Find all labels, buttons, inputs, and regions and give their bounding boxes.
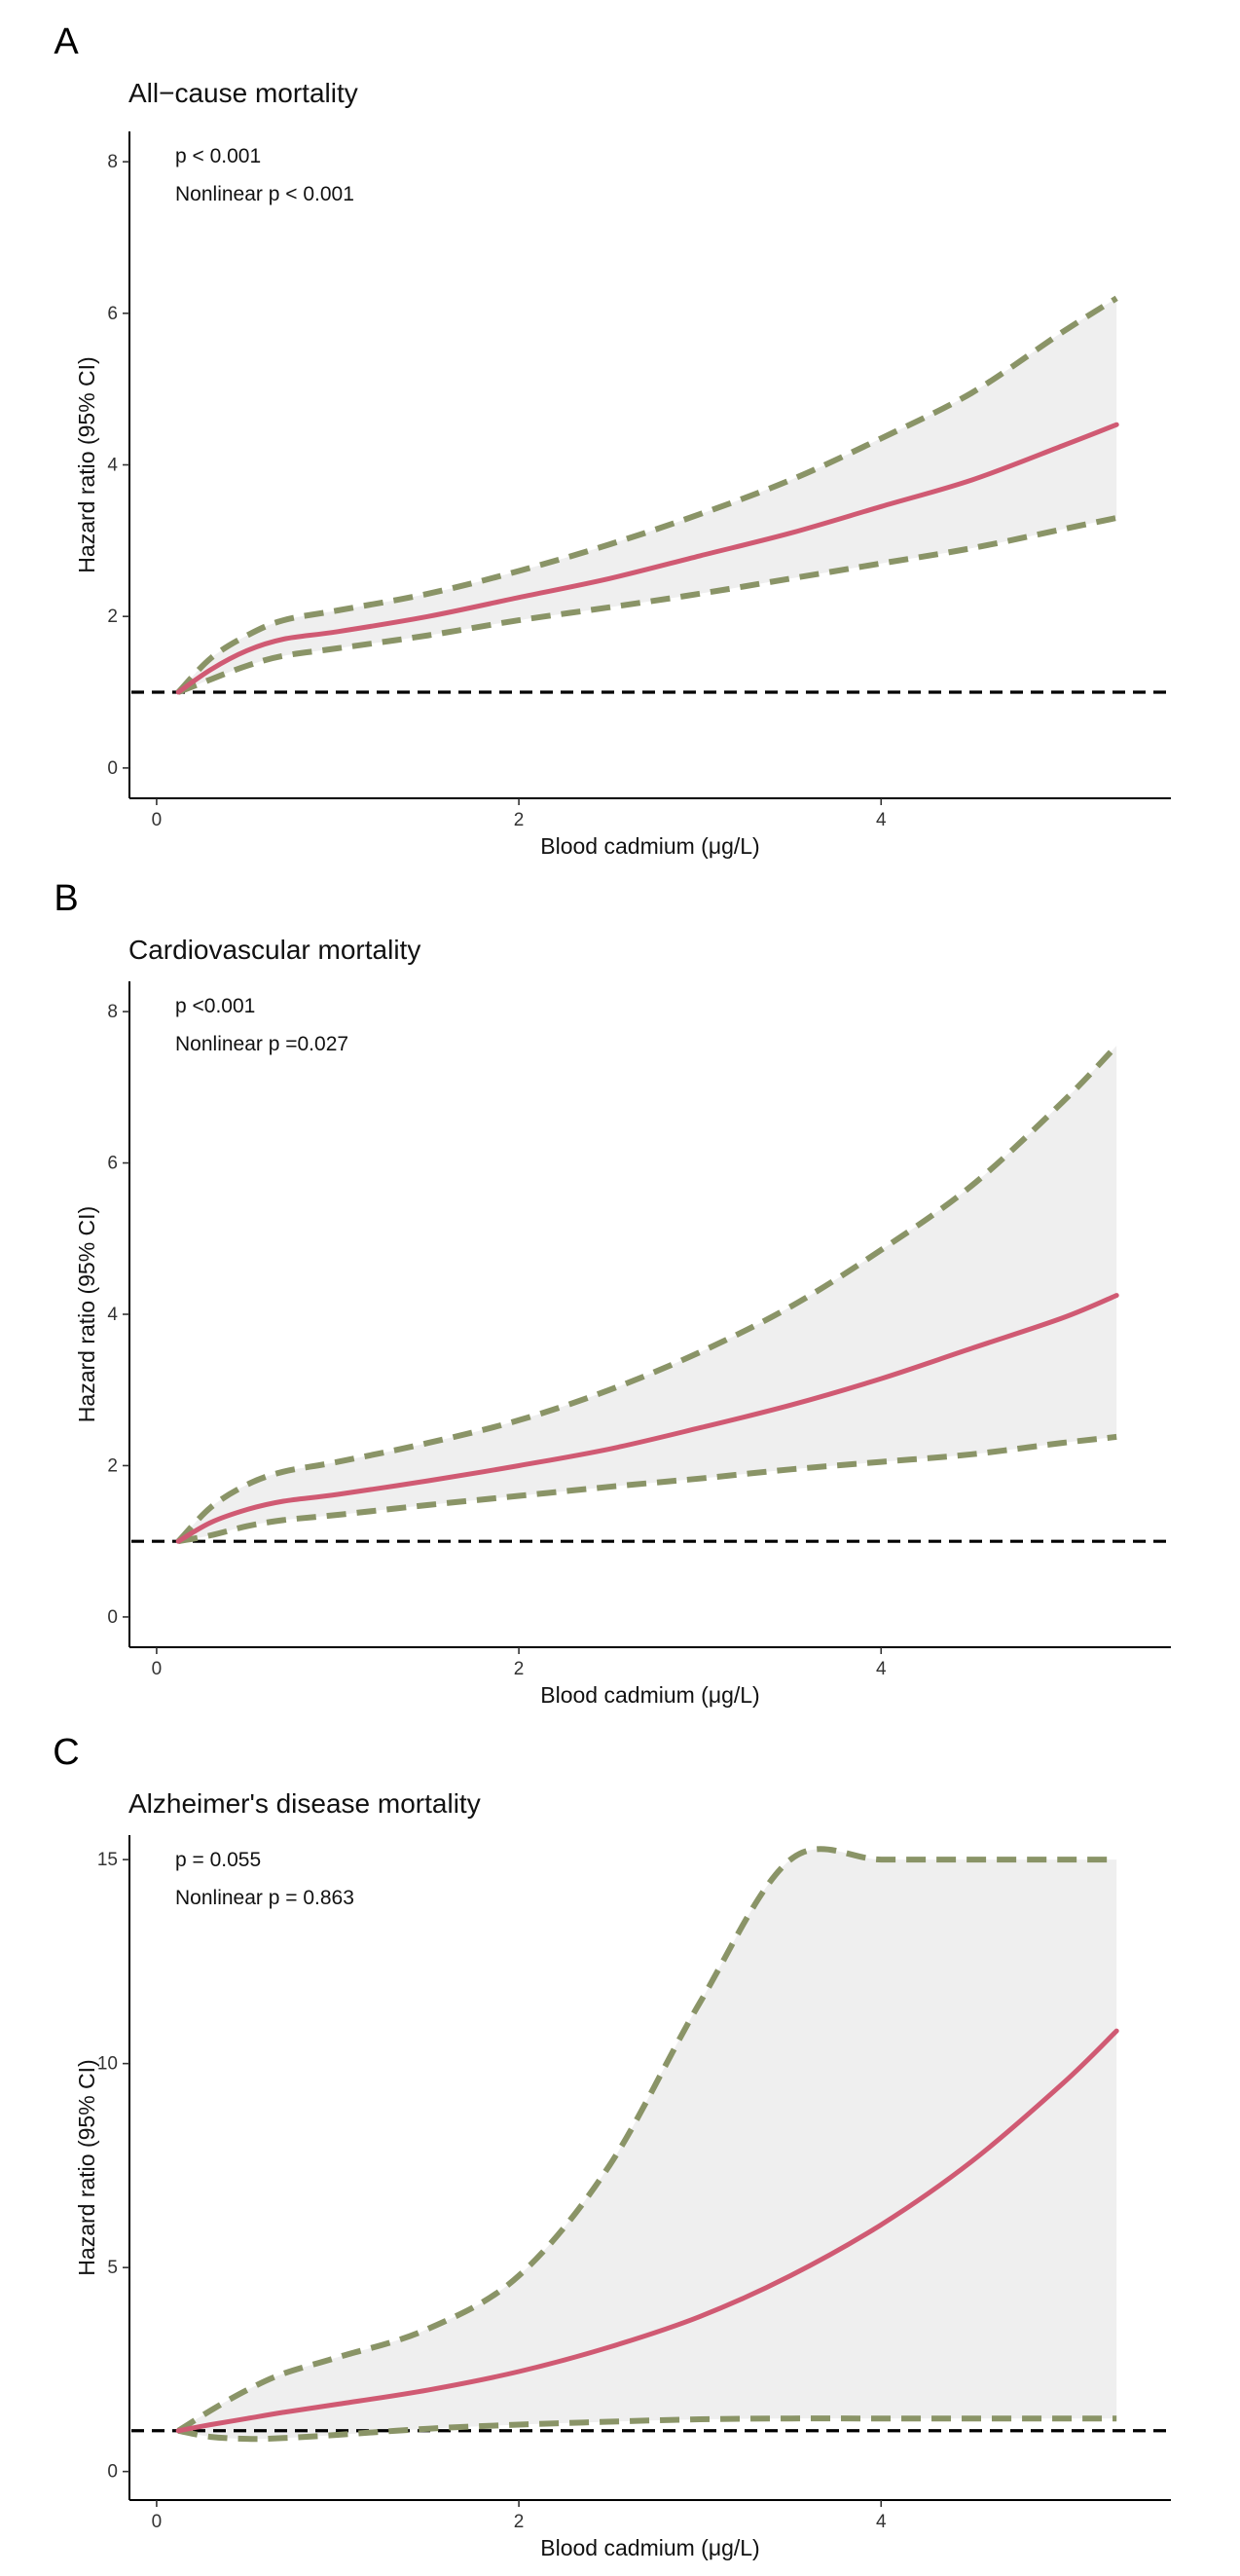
x-tick-label: 2 [514,2512,525,2532]
panel-a: A All−cause mortality 0 2 4 6 8 0 2 4 Blood cadmiu… [54,21,1171,859]
panel-title: Cardiovascular mortality [128,935,420,965]
hazard-ratio-line [175,422,1119,695]
x-tick-label: 0 [152,2512,163,2532]
lower-ci-line [177,515,1117,695]
y-tick-label: 6 [107,304,118,324]
y-tick-label: 15 [97,1850,118,1870]
panel-c: C Alzheimer's disease mortality 0 5 10 15 0 2 4 B… [53,1732,1171,2560]
y-tick-label: 6 [107,1154,118,1174]
y-axis-label: Hazard ratio (95% CI) [74,1206,99,1422]
x-tick-label: 4 [876,1659,887,1679]
panel-letter: B [54,878,78,919]
nonlinear-p-annotation: Nonlinear p = 0.863 [175,1887,354,1909]
panel-b: B Cardiovascular mortality 0 2 4 6 8 0 2 4 Blood c… [54,878,1171,1708]
x-tick-label: 0 [152,810,163,830]
x-axis-label: Blood cadmium (μg/L) [540,2535,759,2560]
x-axis-label: Blood cadmium (μg/L) [540,1682,759,1708]
hazard-ratio-line [175,2028,1119,2434]
y-tick-label: 8 [107,1002,118,1022]
nonlinear-p-annotation: Nonlinear p < 0.001 [175,183,354,205]
y-tick-label: 0 [107,1607,118,1628]
panel-title: All−cause mortality [128,78,358,108]
x-tick-label: 4 [876,2512,887,2532]
upper-ci-line [176,1846,1117,2434]
panel-letter: C [53,1732,79,1773]
p-value-annotation: p < 0.001 [175,145,261,167]
x-tick-label: 4 [876,810,887,830]
y-tick-label: 5 [107,2258,118,2278]
lower-ci-line [177,1433,1117,1545]
panel-letter: A [54,21,79,62]
ci-band [178,1046,1117,1542]
upper-ci-line [176,1044,1119,1544]
y-tick-label: 0 [107,2462,118,2483]
p-value-annotation: p <0.001 [175,995,255,1017]
panel-title: Alzheimer's disease mortality [128,1788,481,1819]
y-axis-label: Hazard ratio (95% CI) [74,356,99,572]
y-tick-label: 2 [107,607,118,627]
x-axis-label: Blood cadmium (μg/L) [540,833,759,859]
y-tick-label: 4 [107,1305,118,1325]
y-tick-label: 2 [107,1455,118,1476]
upper-ci-line [176,295,1118,695]
y-axis-label: Hazard ratio (95% CI) [74,2059,99,2275]
y-tick-label: 8 [107,152,118,172]
y-tick-label: 4 [107,456,118,476]
x-tick-label: 2 [514,810,525,830]
ci-band [178,1849,1117,2440]
y-tick-label: 10 [97,2054,118,2075]
y-tick-label: 0 [107,758,118,779]
panels: A All−cause mortality 0 2 4 6 8 0 2 4 Blood cadmiu… [53,21,1171,2560]
x-tick-label: 2 [514,1659,525,1679]
x-tick-label: 0 [152,1659,163,1679]
nonlinear-p-annotation: Nonlinear p =0.027 [175,1033,348,1055]
hazard-ratio-line [175,1293,1119,1544]
p-value-annotation: p = 0.055 [175,1849,261,1871]
